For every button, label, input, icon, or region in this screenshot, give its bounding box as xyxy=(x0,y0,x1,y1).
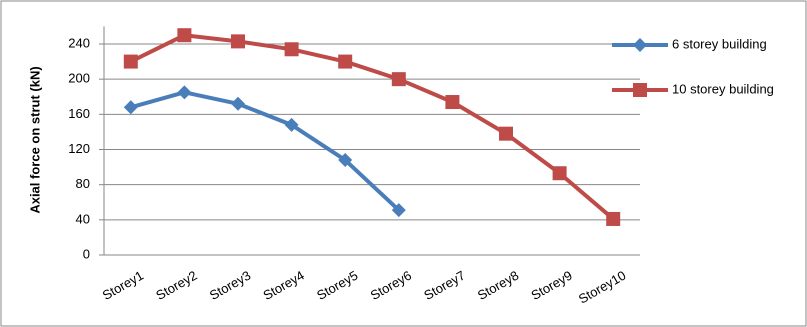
marker xyxy=(391,203,406,218)
y-tick-label: 40 xyxy=(76,211,90,226)
y-axis-label: Axial force on strut (kN) xyxy=(27,66,42,213)
marker xyxy=(499,126,513,141)
series-line xyxy=(130,90,401,212)
marker xyxy=(338,153,353,168)
marker xyxy=(391,72,406,87)
y-tick-label: 240 xyxy=(68,35,90,50)
marker xyxy=(445,95,460,110)
y-tick-label: 160 xyxy=(68,106,90,121)
marker xyxy=(284,117,299,132)
marker xyxy=(606,211,621,226)
legend-label: 6 storey building xyxy=(672,36,767,51)
y-tick-label: 120 xyxy=(68,141,90,156)
marker xyxy=(338,54,353,69)
marker xyxy=(123,100,138,115)
legend-label: 10 storey building xyxy=(672,81,774,96)
marker xyxy=(633,83,647,97)
marker xyxy=(231,96,245,111)
marker xyxy=(231,34,245,49)
marker xyxy=(284,42,299,57)
series-line xyxy=(129,33,615,221)
marker xyxy=(177,28,192,43)
y-tick-label: 200 xyxy=(68,71,90,86)
marker xyxy=(633,38,647,52)
marker xyxy=(552,166,567,181)
marker xyxy=(177,85,192,100)
y-tick-label: 80 xyxy=(76,176,90,191)
y-tick-label: 0 xyxy=(83,246,90,261)
marker xyxy=(123,54,138,69)
